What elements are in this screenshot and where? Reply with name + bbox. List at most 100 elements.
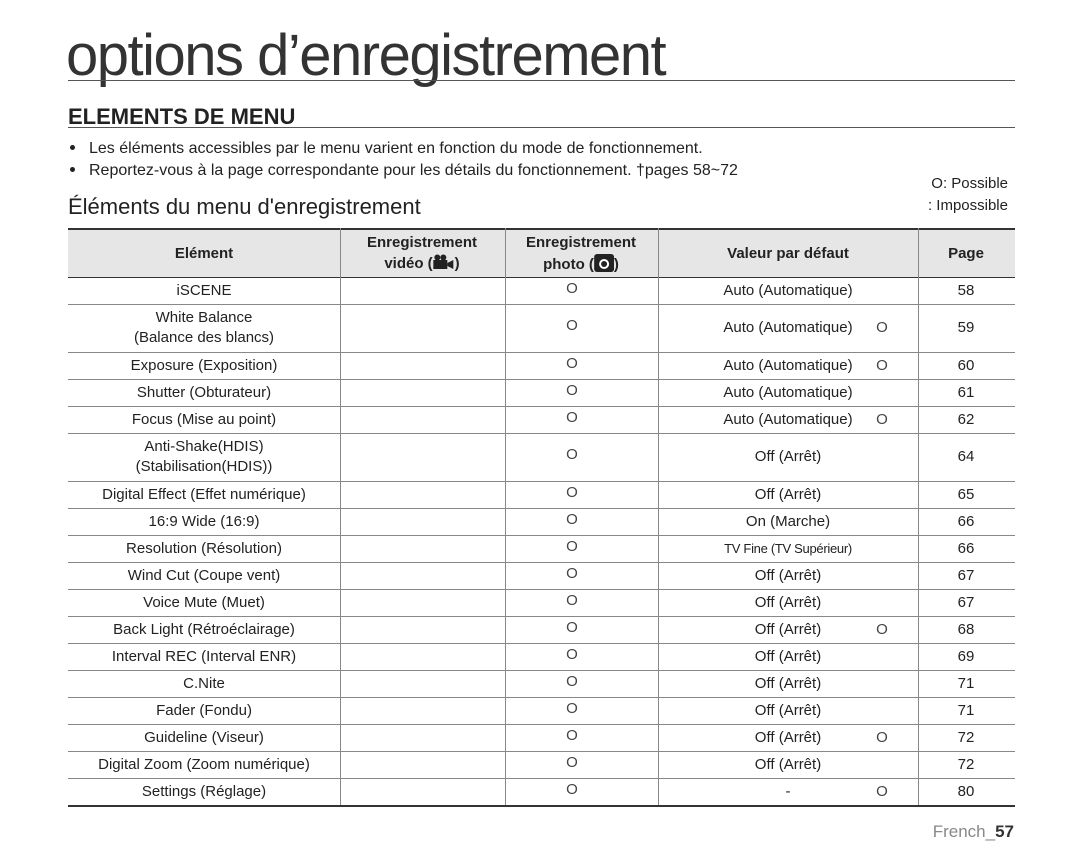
page-cell: 66 [957, 539, 975, 557]
col-header: Enregistrement [525, 234, 637, 251]
photo-cell: O [566, 591, 578, 609]
element-cell: Resolution (Résolution) [126, 539, 282, 559]
page-cell: 71 [957, 701, 975, 719]
default-cell: - [785, 782, 791, 800]
default-cell: Off (Arrêt) [754, 566, 822, 584]
legend-possible: O: Possible [931, 175, 1008, 192]
header-bg [68, 228, 1015, 277]
bullets: Les éléments accessibles par le menu var… [70, 138, 738, 182]
col-rule [918, 228, 919, 805]
default-cell: Off (Arrêt) [754, 674, 822, 692]
default-cell: Off (Arrêt) [754, 728, 822, 746]
photo-cell: O [566, 354, 578, 372]
page-cell: 61 [957, 383, 975, 401]
photo-cell: O [566, 381, 578, 399]
default-mark: O [876, 728, 888, 746]
col-header-text: ) [454, 255, 460, 272]
page-cell: 64 [957, 448, 975, 465]
col-header-text: vidéo ( [384, 255, 433, 272]
default-cell: Off (Arrêt) [754, 593, 822, 611]
element-line: Digital Zoom (Zoom numérique) [98, 755, 310, 773]
row-rule [68, 535, 1015, 536]
page-cell: 65 [957, 485, 975, 503]
photo-cell: O [566, 699, 578, 717]
element-cell: Voice Mute (Muet) [143, 593, 265, 613]
row-rule [68, 433, 1015, 434]
element-cell: Fader (Fondu) [156, 701, 252, 721]
element-cell: Digital Zoom (Zoom numérique) [98, 755, 310, 775]
photo-cell: O [566, 780, 578, 798]
element-line: Fader (Fondu) [156, 701, 252, 719]
mode-icon [433, 254, 455, 272]
element-line: Shutter (Obturateur) [136, 383, 272, 401]
title: options d’enregistrement [66, 23, 667, 88]
row-rule [68, 562, 1015, 563]
page-cell: 80 [957, 782, 975, 800]
element-cell: Focus (Mise au point) [132, 410, 276, 430]
section-title: ELEMENTS DE MENU [68, 104, 296, 129]
element-line: Wind Cut (Coupe vent) [127, 566, 281, 584]
row-rule [68, 616, 1015, 617]
row-rule [68, 805, 1015, 807]
page-cell: 62 [957, 410, 975, 428]
element-line: iSCENE [176, 281, 232, 299]
page-cell: 67 [957, 593, 975, 611]
col-header: Page [948, 245, 984, 262]
photo-cell: O [566, 510, 578, 528]
element-cell: Back Light (Rétroéclairage) [113, 620, 295, 640]
mode-icon [593, 254, 614, 273]
footer: French_57 [933, 822, 1014, 842]
row-rule [68, 697, 1015, 698]
default-cell: Off (Arrêt) [754, 485, 822, 503]
row-rule [68, 406, 1015, 407]
default-cell: Off (Arrêt) [754, 448, 822, 465]
default-mark: O [876, 319, 888, 336]
element-line: (Balance des blancs) [133, 329, 275, 346]
col-rule [340, 228, 341, 805]
col-header: photo () [543, 254, 619, 273]
element-cell: Guideline (Viseur) [144, 728, 264, 748]
page-cell: 58 [957, 281, 975, 299]
photo-cell: O [566, 483, 578, 501]
rule [68, 277, 1015, 278]
rule [68, 228, 1015, 230]
default-cell: Auto (Automatique) [723, 356, 853, 374]
element-cell: White Balance (Balance des blancs) [134, 308, 274, 348]
element-cell: 16:9 Wide (16:9) [149, 512, 260, 532]
row-rule [68, 304, 1015, 305]
page-cell: 72 [957, 755, 975, 773]
row-rule [68, 751, 1015, 752]
element-line: Interval REC (Interval ENR) [111, 647, 297, 665]
element-cell: Exposure (Exposition) [131, 356, 278, 376]
default-mark: O [876, 620, 888, 638]
element-line: 16:9 Wide (16:9) [148, 512, 260, 530]
element-cell: Shutter (Obturateur) [137, 383, 271, 403]
col-header: Elément [174, 245, 234, 262]
element-cell: C.Nite [183, 674, 225, 694]
default-cell: On (Marche) [745, 512, 831, 530]
default-cell: TV Fine (TV Supérieur) [724, 540, 852, 556]
element-line: Exposure (Exposition) [130, 356, 278, 374]
row-rule [68, 481, 1015, 482]
default-cell: Off (Arrêt) [754, 701, 822, 719]
photo-cell: O [566, 317, 578, 334]
element-line: Voice Mute (Muet) [143, 593, 265, 611]
col-header: Valeur par défaut [727, 245, 849, 262]
row-rule [68, 589, 1015, 590]
rule [68, 80, 1015, 81]
default-mark: O [876, 782, 888, 800]
element-cell: Interval REC (Interval ENR) [112, 647, 296, 667]
default-cell: Auto (Automatique) [723, 319, 853, 336]
subtitle: Éléments du menu d'enregistrement [68, 194, 421, 219]
row-rule [68, 352, 1015, 353]
page-cell: 60 [957, 356, 975, 374]
element-line: Guideline (Viseur) [144, 728, 264, 746]
photo-cell: O [566, 753, 578, 771]
legend-impossible: : Impossible [927, 197, 1008, 214]
photo-cell: O [566, 537, 578, 555]
col-header: Enregistrement [366, 234, 478, 251]
default-cell: Auto (Automatique) [723, 281, 853, 299]
default-mark: O [876, 410, 888, 428]
element-line: Anti-Shake(HDIS) [144, 438, 264, 455]
